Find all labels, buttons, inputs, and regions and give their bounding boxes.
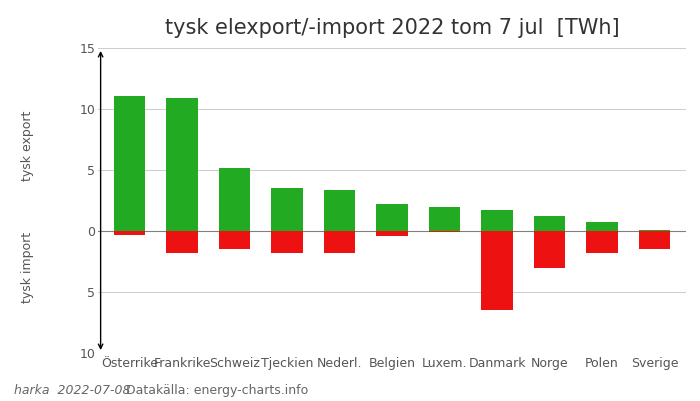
Bar xyxy=(482,210,512,231)
Bar xyxy=(113,231,146,235)
Bar xyxy=(428,207,461,231)
Bar xyxy=(218,231,251,249)
Title: tysk elexport/-import 2022 tom 7 jul  [TWh]: tysk elexport/-import 2022 tom 7 jul [TW… xyxy=(164,18,620,38)
Bar xyxy=(167,231,197,253)
Bar xyxy=(218,168,251,231)
Bar xyxy=(167,98,197,231)
Text: Datakälla: energy-charts.info: Datakälla: energy-charts.info xyxy=(126,384,308,397)
Bar xyxy=(272,231,302,253)
Bar xyxy=(377,231,407,236)
Bar xyxy=(587,223,617,231)
Bar xyxy=(638,230,671,231)
Bar xyxy=(533,217,566,231)
Bar xyxy=(638,231,671,249)
Bar xyxy=(323,231,355,253)
Text: tysk import: tysk import xyxy=(21,232,34,303)
Bar xyxy=(587,231,617,253)
Bar xyxy=(377,204,407,231)
Text: harka  2022-07-08: harka 2022-07-08 xyxy=(14,384,130,397)
Text: tysk export: tysk export xyxy=(21,110,34,181)
Bar xyxy=(323,190,355,231)
Bar xyxy=(533,231,566,267)
Bar xyxy=(272,188,302,231)
Bar xyxy=(113,96,146,231)
Bar xyxy=(428,231,461,232)
Bar xyxy=(482,231,512,310)
